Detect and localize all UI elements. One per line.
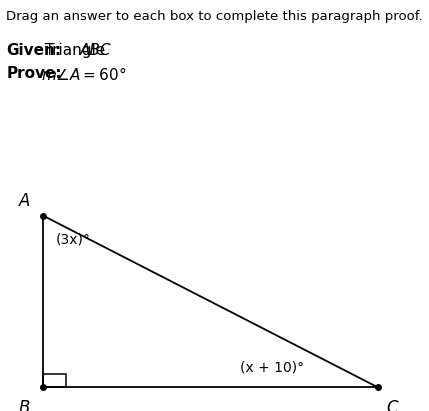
Text: B: B: [18, 399, 30, 411]
Text: ABC: ABC: [79, 43, 111, 58]
Text: (3x)°: (3x)°: [56, 232, 91, 246]
Text: Prove:: Prove:: [6, 66, 62, 81]
Text: Triangle: Triangle: [45, 43, 110, 58]
Bar: [43, 374, 66, 387]
Text: C: C: [386, 399, 398, 411]
Text: (x + 10)°: (x + 10)°: [240, 360, 304, 374]
Text: A: A: [18, 192, 30, 210]
Text: $m\angle A = 60°$: $m\angle A = 60°$: [41, 66, 126, 83]
Text: Given:: Given:: [6, 43, 61, 58]
Text: Drag an answer to each box to complete this paragraph proof.: Drag an answer to each box to complete t…: [6, 10, 423, 23]
